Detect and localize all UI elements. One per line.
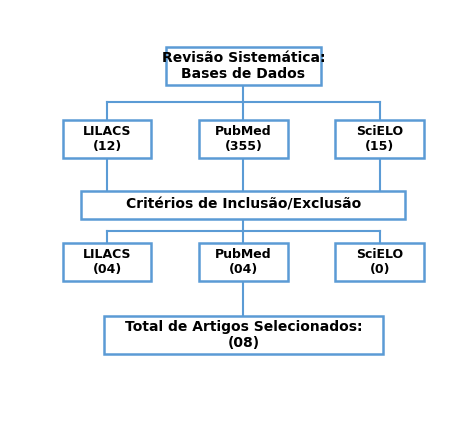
- Text: LILACS
(12): LILACS (12): [83, 125, 132, 153]
- Text: SciELO
(0): SciELO (0): [356, 248, 403, 276]
- Text: SciELO
(15): SciELO (15): [356, 125, 403, 153]
- Text: Total de Artigos Selecionados:
(08): Total de Artigos Selecionados: (08): [124, 320, 362, 350]
- FancyBboxPatch shape: [335, 120, 424, 158]
- FancyBboxPatch shape: [166, 47, 321, 85]
- FancyBboxPatch shape: [82, 190, 405, 219]
- FancyBboxPatch shape: [200, 120, 288, 158]
- FancyBboxPatch shape: [104, 316, 383, 354]
- Text: PubMed
(04): PubMed (04): [215, 248, 272, 276]
- Text: Critérios de Inclusão/Exclusão: Critérios de Inclusão/Exclusão: [126, 198, 361, 211]
- FancyBboxPatch shape: [335, 244, 424, 281]
- Text: PubMed
(355): PubMed (355): [215, 125, 272, 153]
- FancyBboxPatch shape: [200, 244, 288, 281]
- Text: LILACS
(04): LILACS (04): [83, 248, 132, 276]
- Text: Revisão Sistemática:
Bases de Dados: Revisão Sistemática: Bases de Dados: [162, 51, 325, 81]
- FancyBboxPatch shape: [63, 120, 152, 158]
- FancyBboxPatch shape: [63, 244, 152, 281]
